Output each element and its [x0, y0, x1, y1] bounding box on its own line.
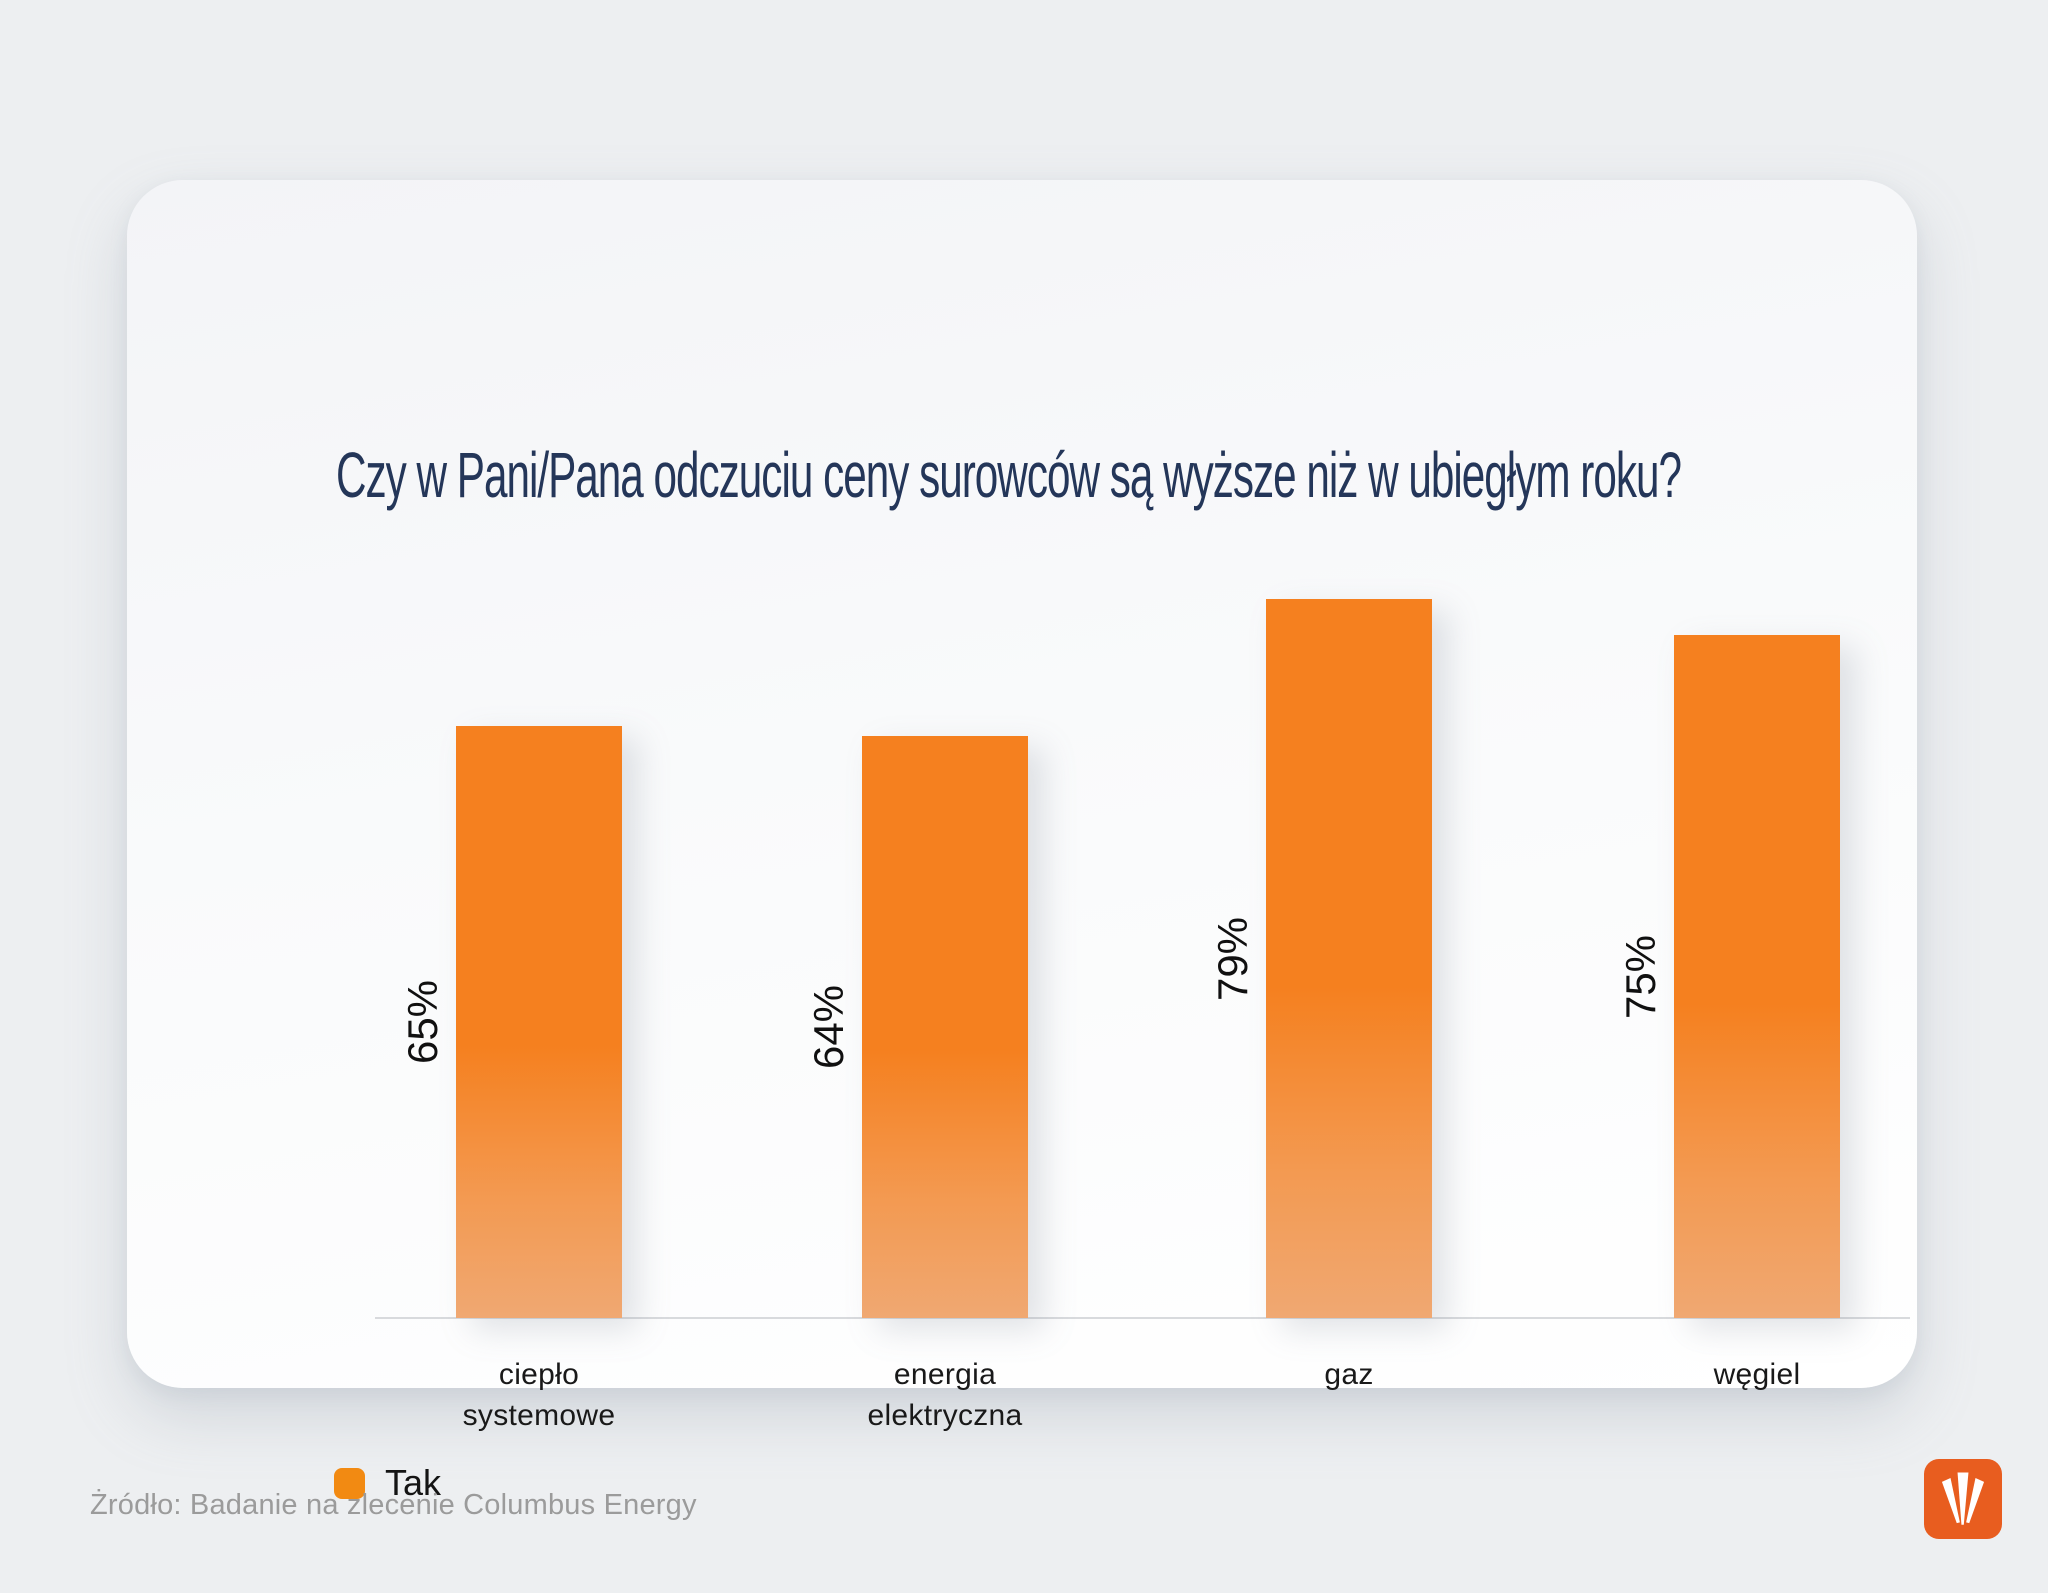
- bar-value-label: 64%: [805, 984, 852, 1070]
- chart-card: Czy w Pani/Pana odczuciu ceny surowców s…: [127, 180, 1917, 1503]
- category-label: gaz: [1324, 1358, 1374, 1391]
- bar-value-label: 75%: [1617, 934, 1664, 1019]
- x-axis-line: [375, 1317, 1910, 1319]
- logo-mark-icon: [1941, 1472, 1985, 1525]
- chart-title: Czy w Pani/Pana odczuciu ceny surowców s…: [336, 439, 1682, 511]
- source-note: Żródło: Badanie na zlecenie Columbus Ene…: [90, 1489, 697, 1521]
- bar-ciepło-systemowe: [456, 726, 622, 1318]
- plot-area: 65% ciepło systemowe 64% energia elektryczn…: [127, 180, 2048, 1593]
- category-label: ciepło systemowe: [462, 1358, 616, 1432]
- bar-węgiel: [1674, 635, 1840, 1318]
- columbus-energy-logo: [1924, 1459, 2002, 1539]
- bar-gaz: [1266, 599, 1432, 1318]
- legend-label-tak: Tak: [385, 1462, 442, 1503]
- bar-energia-elektryczna: [862, 736, 1028, 1318]
- category-label: węgiel: [1713, 1358, 1801, 1391]
- bar-value-label: 65%: [399, 979, 446, 1065]
- bar-value-label: 79%: [1209, 916, 1256, 1001]
- category-label: energia elektryczna: [867, 1358, 1023, 1432]
- legend: Tak: [334, 1462, 441, 1504]
- legend-swatch-tak: [334, 1467, 365, 1499]
